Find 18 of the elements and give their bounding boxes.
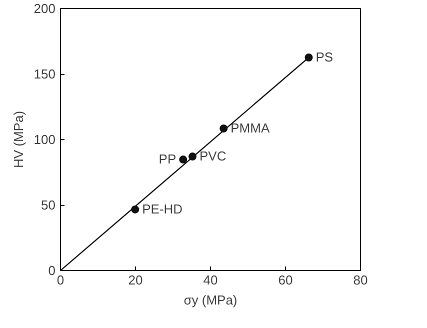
x-axis-title: σy (MPa) (184, 292, 238, 308)
annotation: PE-HD (142, 201, 183, 216)
point (304, 54, 313, 62)
x-tick-label: 60 (278, 272, 293, 288)
point (179, 156, 188, 164)
annotation: PMMA (230, 120, 270, 136)
y-tick-label: 100 (34, 132, 56, 147)
x-tick-label: 40 (203, 272, 218, 288)
y-tick-label: 200 (34, 1, 56, 16)
x-tick-label: 20 (128, 272, 143, 288)
annotation: PP (158, 152, 176, 167)
annotation: PVC (200, 148, 226, 164)
y-axis-title: HV (MPa) (10, 110, 26, 168)
y-tick-label: 150 (34, 66, 56, 82)
x-tick-label: 80 (353, 272, 368, 288)
y-tick-label: 0 (48, 263, 56, 278)
annotation: PS (316, 49, 334, 64)
y-tick-label: 50 (41, 198, 56, 212)
